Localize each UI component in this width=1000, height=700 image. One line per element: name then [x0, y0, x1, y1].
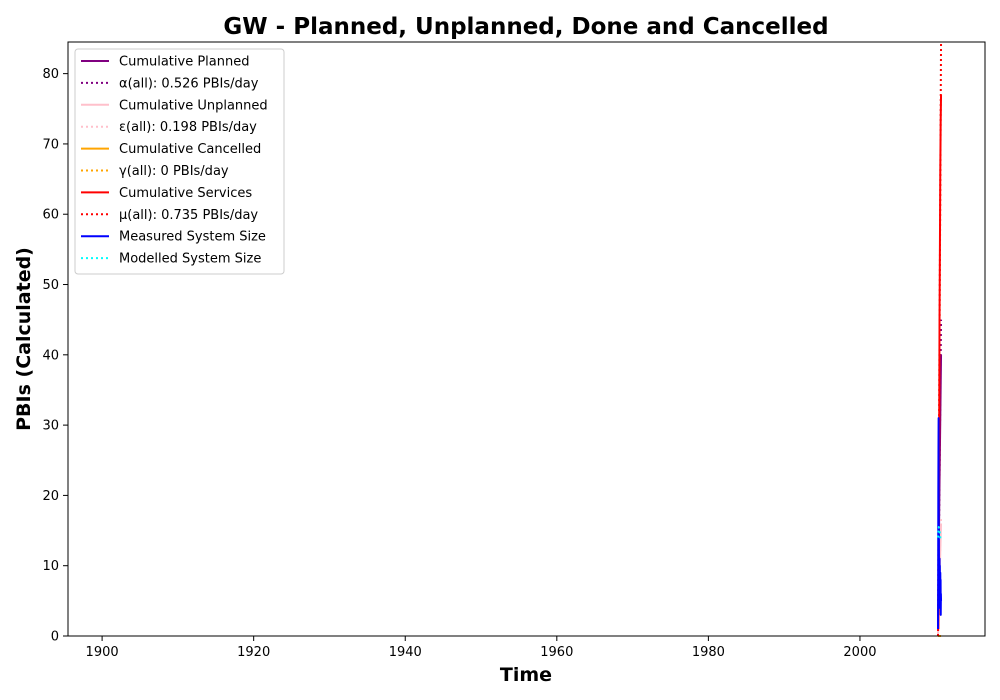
- legend-label: Modelled System Size: [119, 252, 261, 267]
- series-measured-system-size-line: [937, 417, 943, 629]
- legend-box: [74, 48, 285, 275]
- series-all-0-735-pbis-day-line: [937, 41, 943, 637]
- x-tick-label: 1980: [692, 645, 725, 660]
- legend-label: ε(all): 0.198 PBIs/day: [119, 120, 257, 135]
- legend-label: μ(all): 0.735 PBIs/day: [119, 208, 258, 223]
- y-tick-label: 30: [42, 419, 59, 434]
- y-tick-label: 10: [42, 559, 59, 574]
- legend-label: γ(all): 0 PBIs/day: [119, 164, 229, 179]
- legend-label: Cumulative Cancelled: [119, 142, 261, 157]
- y-tick-label: 70: [42, 137, 59, 152]
- legend-label: Cumulative Unplanned: [119, 98, 268, 113]
- y-tick-label: 40: [42, 348, 59, 363]
- legend-label: Cumulative Services: [119, 186, 252, 201]
- x-axis: 1900 1920 1940 1960 1980 2000: [86, 636, 877, 660]
- y-tick-label: 60: [42, 208, 59, 223]
- y-tick-label: 80: [42, 67, 59, 82]
- plot-frame: [67, 41, 986, 637]
- y-axis-label: PBIs (Calculated): [13, 247, 35, 431]
- y-axis: 0 10 20 30 40 50 60 70 80: [42, 67, 68, 645]
- legend-label: Cumulative Planned: [119, 55, 249, 70]
- x-axis-label: Time: [500, 664, 552, 686]
- legend: Cumulative Planned α(all): 0.526 PBIs/day…: [74, 48, 285, 275]
- legend-label: α(all): 0.526 PBIs/day: [119, 76, 259, 91]
- x-tick-label: 1940: [389, 645, 422, 660]
- legend-label: Measured System Size: [119, 230, 266, 245]
- y-tick-label: 20: [42, 489, 59, 504]
- y-tick-label: 50: [42, 278, 59, 293]
- chart-title: GW - Planned, Unplanned, Done and Cancel…: [223, 14, 828, 40]
- x-tick-label: 1920: [237, 645, 270, 660]
- series-layer: [937, 41, 943, 637]
- x-tick-label: 1960: [540, 645, 573, 660]
- x-tick-label: 2000: [843, 645, 876, 660]
- x-tick-label: 1900: [86, 645, 119, 660]
- y-tick-label: 0: [51, 630, 59, 645]
